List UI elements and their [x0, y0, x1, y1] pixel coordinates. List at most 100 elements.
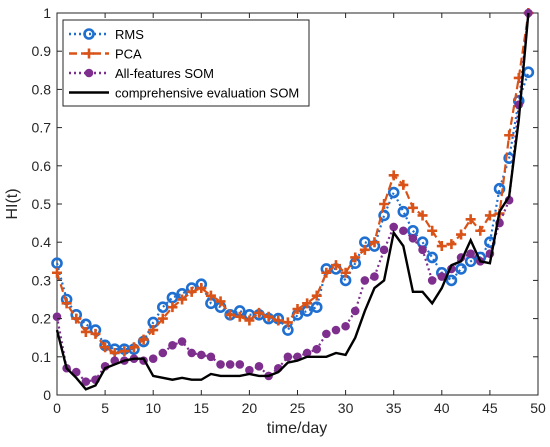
data-point: [418, 245, 427, 255]
data-point: [128, 342, 139, 353]
data-point: [244, 315, 255, 326]
y-tick-label: 0.4: [32, 234, 52, 250]
data-point: [504, 130, 515, 141]
data-point: [387, 186, 400, 199]
data-point: [157, 301, 169, 313]
x-tick-label: 35: [386, 400, 402, 416]
data-point: [302, 298, 313, 309]
data-point: [475, 225, 486, 236]
data-point: [426, 251, 438, 264]
data-point: [157, 313, 168, 324]
axis-layer: 0 5 10 15 20 25 30 35 40 45 50 0 0.1 0.2 0.3 0.4 0.5 0.6 0…: [32, 5, 546, 416]
data-point: [225, 360, 235, 369]
series-1: [52, 8, 534, 358]
data-point: [350, 306, 360, 316]
data-point: [397, 205, 410, 218]
data-point: [166, 291, 179, 304]
series-2: [52, 8, 533, 386]
legend-item: All-features SOM: [69, 66, 214, 81]
data-point: [370, 272, 379, 281]
data-point: [445, 274, 458, 287]
data-point: [71, 313, 82, 324]
data-point: [51, 257, 63, 270]
data-point: [341, 321, 350, 331]
x-tick-label: 25: [290, 400, 306, 416]
data-point: [456, 229, 467, 240]
data-point: [177, 337, 187, 346]
data-point: [398, 179, 409, 190]
data-point: [408, 234, 418, 243]
data-point: [292, 304, 303, 315]
data-point: [148, 325, 159, 336]
data-point: [168, 341, 177, 350]
data-point: [465, 214, 476, 225]
data-point: [216, 360, 225, 369]
data-point: [52, 267, 62, 278]
x-tick-label: 40: [434, 400, 450, 416]
data-point: [407, 202, 418, 213]
data-point: [52, 312, 62, 321]
data-point: [119, 346, 130, 357]
data-point: [350, 252, 361, 263]
data-point: [167, 302, 178, 313]
data-point: [311, 290, 322, 301]
data-point: [187, 348, 196, 358]
y-tick-label: 0.7: [32, 120, 52, 136]
data-point: [484, 210, 495, 221]
data-point: [310, 301, 323, 313]
data-point: [379, 245, 389, 255]
data-point: [186, 286, 197, 297]
y-tick-label: 0.1: [32, 349, 52, 365]
data-point: [446, 239, 457, 250]
data-point: [399, 226, 408, 236]
data-point: [455, 263, 467, 275]
data-point: [273, 315, 284, 326]
data-point: [427, 276, 437, 285]
data-point: [321, 267, 332, 278]
x-tick-label: 0: [53, 400, 61, 416]
y-tick-label: 0.3: [32, 272, 52, 288]
data-point: [61, 298, 72, 309]
y-tick-label: 0.6: [32, 158, 52, 174]
data-point: [389, 222, 399, 232]
y-tick-label: 0.5: [32, 196, 52, 212]
y-tick-label: 1: [43, 5, 51, 21]
legend-item: RMS: [69, 27, 144, 42]
data-point: [197, 350, 206, 360]
data-point: [109, 347, 120, 358]
y-tick-label: 0.9: [32, 43, 52, 59]
series-line: [55, 12, 530, 391]
data-point: [360, 276, 370, 285]
data-point: [234, 311, 245, 322]
legend-label: comprehensive evaluation SOM: [115, 86, 299, 101]
legend-label: PCA: [115, 47, 142, 62]
x-axis-title: time/day: [267, 420, 327, 437]
legend-item: comprehensive evaluation SOM: [69, 86, 299, 101]
y-tick-label: 0.8: [32, 81, 52, 97]
data-point: [282, 317, 293, 328]
data-point: [80, 326, 91, 337]
x-tick-label: 10: [145, 400, 161, 416]
data-point: [81, 377, 91, 386]
data-point: [283, 352, 293, 362]
data-point: [215, 296, 226, 307]
data-point: [254, 362, 264, 371]
legend-marker: [83, 28, 95, 40]
y-tick-label: 0.2: [32, 311, 52, 327]
y-axis-title: HI(t): [4, 188, 21, 219]
series-layer: [51, 8, 535, 391]
data-point: [235, 360, 245, 369]
data-point: [330, 260, 341, 271]
data-point: [263, 311, 274, 322]
data-point: [379, 199, 390, 209]
data-point: [158, 348, 168, 358]
series-3: [55, 12, 530, 391]
x-tick-label: 20: [242, 400, 258, 416]
data-point: [312, 344, 322, 354]
x-tick-label: 5: [101, 400, 109, 416]
data-point: [493, 182, 506, 195]
data-point: [225, 309, 236, 320]
legend-label: All-features SOM: [115, 66, 214, 81]
data-point: [417, 210, 428, 221]
